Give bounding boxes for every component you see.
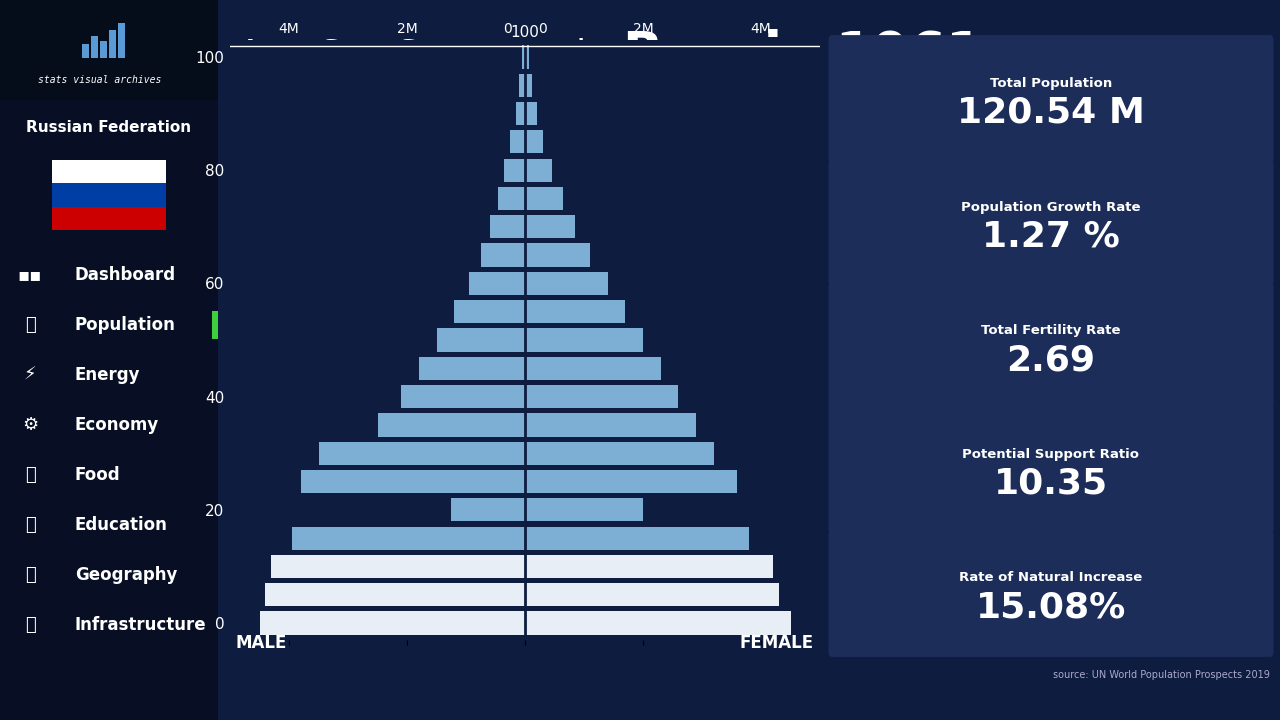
Bar bbox=[525, 158, 552, 181]
Bar bbox=[525, 73, 532, 97]
Bar bbox=[525, 583, 778, 606]
Bar bbox=[91, 36, 99, 58]
Text: 👥: 👥 bbox=[24, 316, 36, 334]
Text: 🔗: 🔗 bbox=[24, 616, 36, 634]
Bar bbox=[525, 413, 696, 436]
Bar bbox=[525, 470, 737, 493]
FancyBboxPatch shape bbox=[828, 406, 1274, 534]
Bar bbox=[525, 271, 608, 295]
Text: Population: Population bbox=[76, 316, 175, 334]
Bar bbox=[468, 271, 525, 295]
Bar bbox=[525, 526, 749, 549]
Bar bbox=[401, 385, 525, 408]
FancyBboxPatch shape bbox=[828, 530, 1274, 657]
Text: Infrastructure: Infrastructure bbox=[76, 616, 206, 634]
Bar bbox=[82, 44, 90, 58]
Text: 1.27 %: 1.27 % bbox=[982, 220, 1120, 253]
Text: ⛰: ⛰ bbox=[24, 566, 36, 584]
Bar bbox=[525, 243, 590, 266]
Text: 10.35: 10.35 bbox=[995, 467, 1108, 500]
Bar bbox=[52, 160, 166, 184]
Bar bbox=[522, 45, 525, 68]
Bar bbox=[498, 187, 525, 210]
Text: 🎓: 🎓 bbox=[24, 516, 36, 534]
Text: 2.69: 2.69 bbox=[1006, 343, 1096, 377]
Bar bbox=[436, 328, 525, 351]
Text: Potential Support Ratio: Potential Support Ratio bbox=[963, 448, 1139, 461]
Bar bbox=[109, 30, 116, 58]
Text: ⚡: ⚡ bbox=[24, 366, 36, 384]
Bar bbox=[525, 498, 643, 521]
Bar bbox=[511, 130, 525, 153]
Text: Total Population: Total Population bbox=[989, 77, 1112, 90]
Text: Rate of Natural Increase: Rate of Natural Increase bbox=[960, 572, 1143, 585]
Text: Russia 1961: Russia 1961 bbox=[623, 29, 983, 81]
Text: ⚙: ⚙ bbox=[22, 416, 38, 434]
Bar bbox=[271, 555, 525, 578]
Text: Dashboard: Dashboard bbox=[76, 266, 177, 284]
Bar bbox=[525, 130, 543, 153]
Bar bbox=[292, 526, 525, 549]
Bar bbox=[525, 611, 791, 634]
Bar bbox=[525, 555, 773, 578]
Bar bbox=[100, 41, 108, 58]
Text: Economy: Economy bbox=[76, 416, 159, 434]
Text: Education: Education bbox=[76, 516, 168, 534]
Bar bbox=[452, 498, 525, 521]
Bar bbox=[525, 215, 575, 238]
Bar bbox=[525, 356, 660, 380]
Bar bbox=[520, 73, 525, 97]
Bar bbox=[525, 102, 536, 125]
Text: Population Growth Rate: Population Growth Rate bbox=[961, 201, 1140, 214]
Bar bbox=[0, 0, 218, 100]
FancyBboxPatch shape bbox=[828, 282, 1274, 410]
Text: source: UN World Population Prospects 2019: source: UN World Population Prospects 20… bbox=[1053, 670, 1270, 680]
Bar bbox=[0, 0, 218, 720]
Text: stats visual archives: stats visual archives bbox=[38, 75, 161, 85]
Bar bbox=[525, 328, 643, 351]
Bar bbox=[516, 102, 525, 125]
Bar bbox=[378, 413, 525, 436]
Bar bbox=[301, 470, 525, 493]
Bar bbox=[525, 441, 714, 465]
Text: 120.54 M: 120.54 M bbox=[957, 96, 1144, 130]
Text: Total Fertility Rate: Total Fertility Rate bbox=[982, 324, 1121, 337]
Bar bbox=[212, 311, 218, 339]
Bar bbox=[52, 207, 166, 230]
Bar bbox=[319, 441, 525, 465]
Bar bbox=[419, 356, 525, 380]
FancyBboxPatch shape bbox=[828, 35, 1274, 163]
Text: MALE: MALE bbox=[236, 634, 287, 652]
Bar bbox=[525, 187, 563, 210]
Text: Energy: Energy bbox=[76, 366, 141, 384]
Bar bbox=[265, 583, 525, 606]
Bar bbox=[52, 184, 166, 207]
FancyBboxPatch shape bbox=[828, 158, 1274, 286]
Text: Geography: Geography bbox=[76, 566, 178, 584]
Bar bbox=[525, 300, 626, 323]
Text: 15.08%: 15.08% bbox=[975, 590, 1126, 624]
Bar bbox=[504, 158, 525, 181]
Bar bbox=[454, 300, 525, 323]
Bar bbox=[118, 23, 125, 58]
Bar bbox=[525, 45, 529, 68]
Text: Age Sex Structure in: Age Sex Structure in bbox=[238, 38, 621, 72]
Text: Food: Food bbox=[76, 466, 120, 484]
Text: 🌾: 🌾 bbox=[24, 466, 36, 484]
Text: 100: 100 bbox=[511, 25, 539, 40]
Bar bbox=[260, 611, 525, 634]
Text: FEMALE: FEMALE bbox=[740, 634, 814, 652]
Text: Russian Federation: Russian Federation bbox=[27, 120, 192, 135]
Bar bbox=[481, 243, 525, 266]
Bar bbox=[525, 385, 678, 408]
Bar bbox=[490, 215, 525, 238]
Text: ▪▪: ▪▪ bbox=[18, 266, 42, 284]
